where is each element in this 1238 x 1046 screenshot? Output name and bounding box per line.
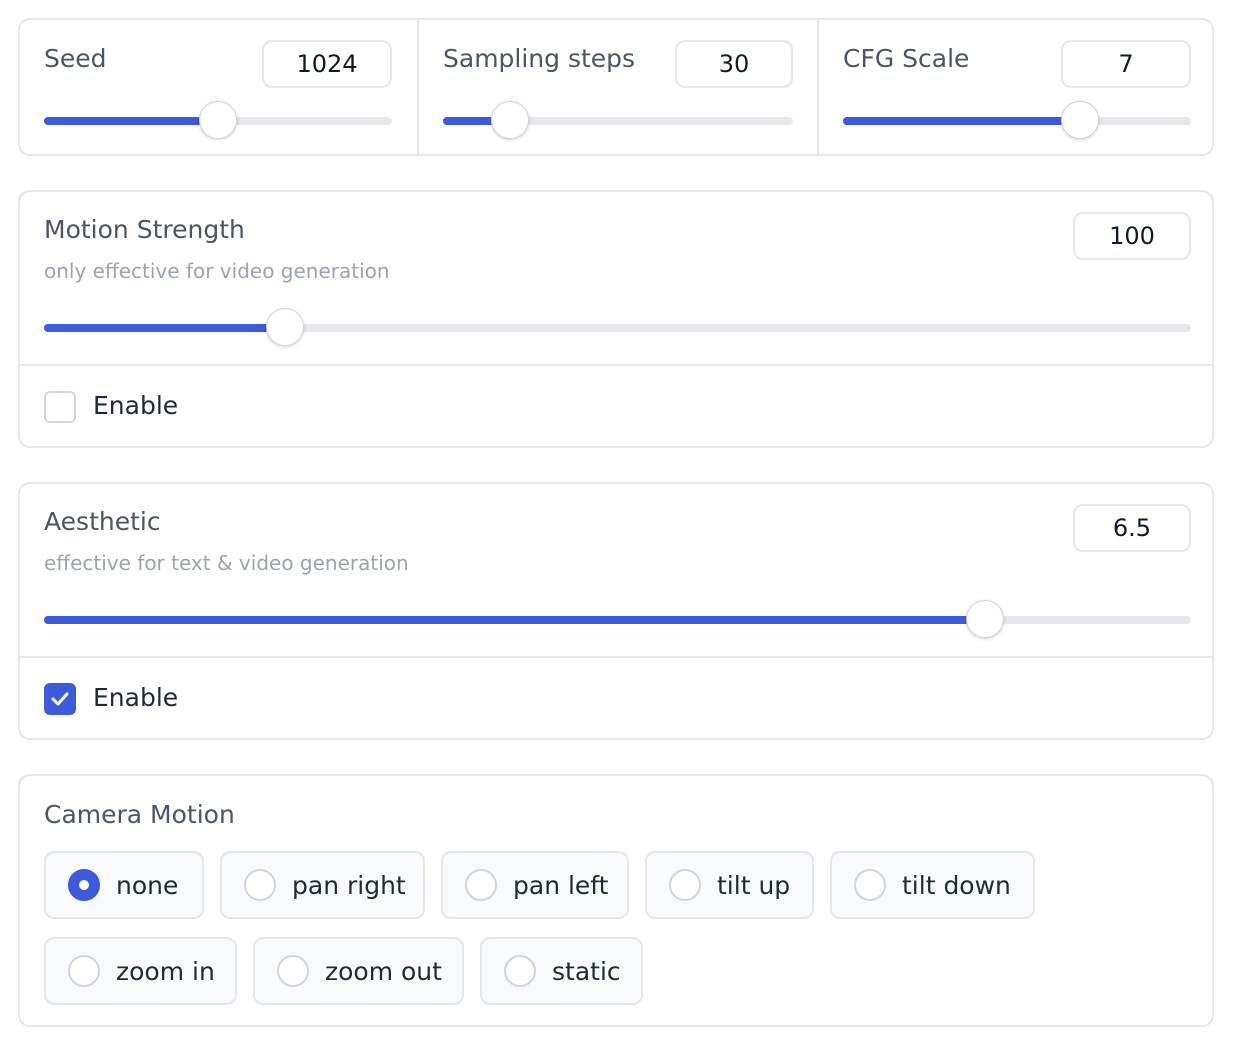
motion-strength-slider-fill — [44, 324, 285, 332]
radio-icon — [669, 869, 701, 901]
motion-strength-enable-label[interactable]: Enable — [93, 391, 179, 420]
radio-icon — [68, 869, 100, 901]
check-icon — [51, 692, 69, 706]
aesthetic-slider[interactable] — [44, 600, 1191, 638]
radio-label: zoom out — [325, 956, 442, 986]
radio-label: tilt down — [902, 870, 1011, 900]
radio-label: none — [116, 870, 179, 900]
radio-icon — [465, 869, 497, 901]
cfg-scale-slider-fill — [843, 117, 1080, 125]
radio-label: pan right — [292, 870, 406, 900]
camera-option-pan-left[interactable]: pan left — [441, 851, 629, 919]
camera-motion-label: Camera Motion — [44, 800, 235, 829]
column-divider — [417, 20, 419, 154]
sampling-steps-label: Sampling steps — [443, 44, 636, 73]
motion-strength-enable-checkbox[interactable] — [44, 391, 76, 423]
aesthetic-info: effective for text & video generation — [44, 551, 409, 575]
cfg-scale-label: CFG Scale — [843, 44, 970, 73]
radio-icon — [504, 955, 536, 987]
aesthetic-label: Aesthetic — [44, 507, 161, 536]
camera-option-zoom-out[interactable]: zoom out — [253, 937, 464, 1005]
radio-icon — [68, 955, 100, 987]
aesthetic-slider-thumb[interactable] — [965, 600, 1004, 638]
sampling-steps-slider-thumb[interactable] — [490, 101, 529, 139]
aesthetic-input[interactable]: 6.5 — [1073, 504, 1191, 552]
camera-option-zoom-in[interactable]: zoom in — [44, 937, 237, 1005]
sampling-steps-slider[interactable] — [443, 101, 793, 139]
radio-label: static — [552, 956, 621, 986]
radio-label: tilt up — [717, 870, 791, 900]
cfg-scale-input[interactable]: 7 — [1061, 40, 1191, 88]
camera-option-tilt-down[interactable]: tilt down — [830, 851, 1035, 919]
seed-slider-thumb[interactable] — [199, 101, 237, 139]
radio-label: pan left — [513, 870, 609, 900]
motion-strength-slider[interactable] — [44, 308, 1191, 346]
motion-strength-slider-thumb[interactable] — [265, 308, 304, 346]
cfg-scale-slider-thumb[interactable] — [1060, 101, 1099, 139]
motion-strength-info: only effective for video generation — [44, 259, 390, 283]
panel-divider — [20, 656, 1212, 658]
camera-option-static[interactable]: static — [480, 937, 643, 1005]
camera-motion-panel: Camera Motion none pan right pan left ti… — [18, 774, 1214, 1027]
seed-label: Seed — [44, 44, 107, 73]
parameters-row: Seed 1024 Sampling steps 30 CFG Scale 7 — [18, 18, 1214, 156]
sampling-steps-input[interactable]: 30 — [675, 40, 793, 88]
radio-icon — [277, 955, 309, 987]
aesthetic-enable-checkbox[interactable] — [44, 683, 76, 715]
panel-divider — [20, 364, 1212, 366]
seed-input[interactable]: 1024 — [262, 40, 392, 88]
seed-slider[interactable] — [44, 101, 392, 139]
cfg-scale-slider[interactable] — [843, 101, 1191, 139]
camera-option-none[interactable]: none — [44, 851, 204, 919]
radio-icon — [244, 869, 276, 901]
radio-label: zoom in — [116, 956, 215, 986]
motion-strength-label: Motion Strength — [44, 215, 245, 244]
seed-slider-fill — [44, 117, 218, 125]
radio-icon — [854, 869, 886, 901]
motion-strength-panel: Motion Strength only effective for video… — [18, 190, 1214, 448]
sampling-steps-slider-fill — [443, 117, 510, 125]
column-divider — [817, 20, 819, 154]
motion-strength-input[interactable]: 100 — [1073, 212, 1191, 260]
camera-option-pan-right[interactable]: pan right — [220, 851, 425, 919]
aesthetic-panel: Aesthetic effective for text & video gen… — [18, 482, 1214, 740]
camera-option-tilt-up[interactable]: tilt up — [645, 851, 814, 919]
aesthetic-slider-fill — [44, 616, 985, 624]
aesthetic-enable-label[interactable]: Enable — [93, 683, 179, 712]
